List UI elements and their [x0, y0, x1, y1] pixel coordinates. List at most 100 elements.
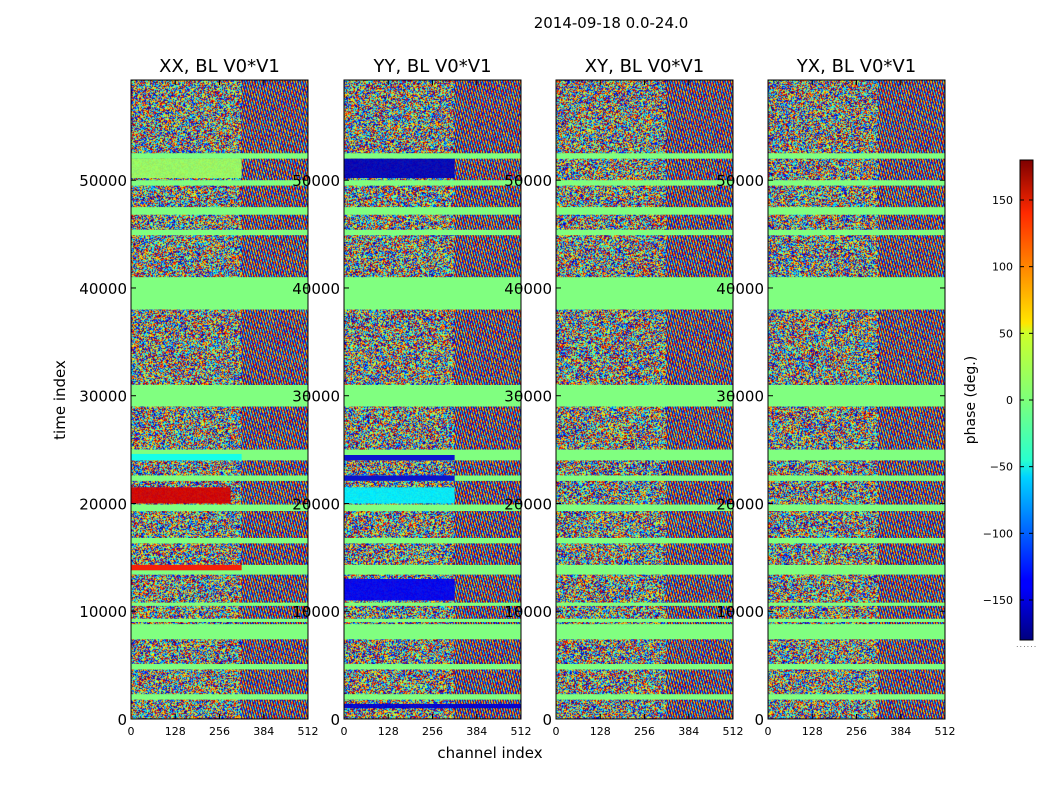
flagged-band	[344, 602, 521, 606]
flagged-band	[556, 618, 733, 623]
y-tick-label: 20000	[504, 495, 552, 513]
flagged-band	[131, 664, 308, 670]
flagged-band	[768, 475, 945, 481]
x-tick-label: 256	[422, 725, 443, 738]
flagged-band	[344, 504, 521, 512]
flagged-band	[131, 602, 308, 606]
flagged-band	[768, 277, 945, 310]
phase-block	[344, 158, 455, 179]
x-tick-label: 384	[466, 725, 487, 738]
y-tick-label: 30000	[292, 388, 340, 406]
flagged-band	[556, 504, 733, 512]
y-tick-label: 50000	[292, 172, 340, 190]
flagged-band	[131, 180, 308, 186]
flagged-band	[344, 537, 521, 544]
flagged-band	[556, 564, 733, 575]
flagged-band	[131, 229, 308, 236]
colorbar-tick-label: 0	[1006, 394, 1013, 407]
phase-block	[344, 487, 455, 504]
flagged-band	[344, 384, 521, 407]
figure-title: 2014-09-18 0.0-24.0	[534, 14, 689, 32]
flagged-band	[768, 602, 945, 606]
x-tick-label: 512	[298, 725, 319, 738]
x-tick-label: 512	[935, 725, 956, 738]
panel-yx: YX, BL V0*V1 0 128 256 384 512 0 10000 20000 3000…	[716, 56, 955, 738]
x-tick-label: 512	[511, 725, 532, 738]
flagged-band	[344, 624, 521, 640]
x-tick-label: 384	[253, 725, 274, 738]
flagged-band	[344, 207, 521, 215]
flagged-band	[768, 624, 945, 640]
phase-block	[344, 703, 521, 709]
x-tick-label: 384	[890, 725, 911, 738]
panels: XX, BL V0*V1 0 128 256 384 512 0 10000 20000 3000…	[79, 56, 955, 738]
flagged-band	[556, 664, 733, 670]
flagged-band	[556, 384, 733, 407]
x-tick-label: 256	[634, 725, 655, 738]
colorbar-ticks: 150 100 50 0 −50 −100 −150	[983, 194, 1033, 607]
y-tick-label: 10000	[79, 603, 127, 621]
y-tick-label: 10000	[716, 603, 764, 621]
panel-title: YY, BL V0*V1	[372, 56, 491, 77]
panel-yy: YY, BL V0*V1 0 128 256 384 512 0 10000 20000 3000…	[292, 56, 531, 738]
x-tick-label: 128	[802, 725, 823, 738]
panel-xx: XX, BL V0*V1 0 128 256 384 512 0 10000 20000 3000…	[79, 56, 318, 738]
flagged-band	[131, 624, 308, 640]
colorbar: 150 100 50 0 −50 −100 −150 phase (deg.)	[963, 159, 1034, 641]
y-tick-label: 20000	[292, 495, 340, 513]
phase-block	[131, 453, 242, 461]
panel-xy: XY, BL V0*V1 0 128 256 384 512 0 10000 20000 3000…	[504, 56, 743, 738]
y-tick-label: 40000	[504, 280, 552, 298]
flagged-band	[131, 384, 308, 407]
flagged-band	[131, 475, 308, 481]
y-tick-label: 0	[754, 711, 764, 729]
y-tick-label: 30000	[79, 388, 127, 406]
flagged-band	[556, 449, 733, 461]
x-tick-label: 128	[590, 725, 611, 738]
x-tick-label: 384	[678, 725, 699, 738]
x-tick-label: 0	[128, 725, 135, 738]
x-tick-label: 0	[553, 725, 560, 738]
colorbar-tick-label: 150	[992, 194, 1013, 207]
flagged-band	[131, 277, 308, 310]
colorbar-tick-label: −150	[983, 594, 1013, 607]
y-tick-label: 50000	[716, 172, 764, 190]
colorbar-tick-label: 50	[999, 327, 1013, 340]
flagged-band	[556, 277, 733, 310]
phase-block	[344, 475, 455, 481]
flagged-band	[131, 618, 308, 623]
y-tick-label: 0	[542, 711, 552, 729]
y-tick-label: 50000	[79, 172, 127, 190]
flagged-band	[768, 207, 945, 215]
y-tick-label: 40000	[292, 280, 340, 298]
x-tick-label: 256	[209, 725, 230, 738]
y-tick-label: 40000	[79, 280, 127, 298]
flagged-band	[768, 504, 945, 512]
flagged-band	[768, 384, 945, 407]
y-tick-label: 10000	[504, 603, 552, 621]
flagged-band	[556, 624, 733, 640]
phase-block	[131, 158, 242, 179]
flagged-band	[556, 537, 733, 544]
flagged-band	[344, 564, 521, 575]
flagged-band	[131, 153, 308, 159]
colorbar-tick-label: −50	[990, 461, 1013, 474]
phase-block	[344, 454, 455, 461]
x-tick-label: 0	[341, 725, 348, 738]
flagged-band	[556, 694, 733, 700]
flagged-band	[131, 694, 308, 700]
flagged-band	[556, 602, 733, 606]
y-tick-label: 20000	[716, 495, 764, 513]
flagged-band	[768, 694, 945, 700]
y-tick-label: 0	[117, 711, 127, 729]
x-tick-label: 128	[378, 725, 399, 738]
flagged-band	[344, 277, 521, 310]
colorbar-label: phase (deg.)	[963, 356, 979, 444]
flagged-band	[131, 207, 308, 215]
flagged-band	[344, 694, 521, 700]
y-tick-label: 30000	[716, 388, 764, 406]
panel-title: XX, BL V0*V1	[159, 56, 280, 77]
flagged-band	[768, 180, 945, 186]
flagged-band	[556, 475, 733, 481]
colorbar-tick-label: 100	[992, 261, 1013, 274]
